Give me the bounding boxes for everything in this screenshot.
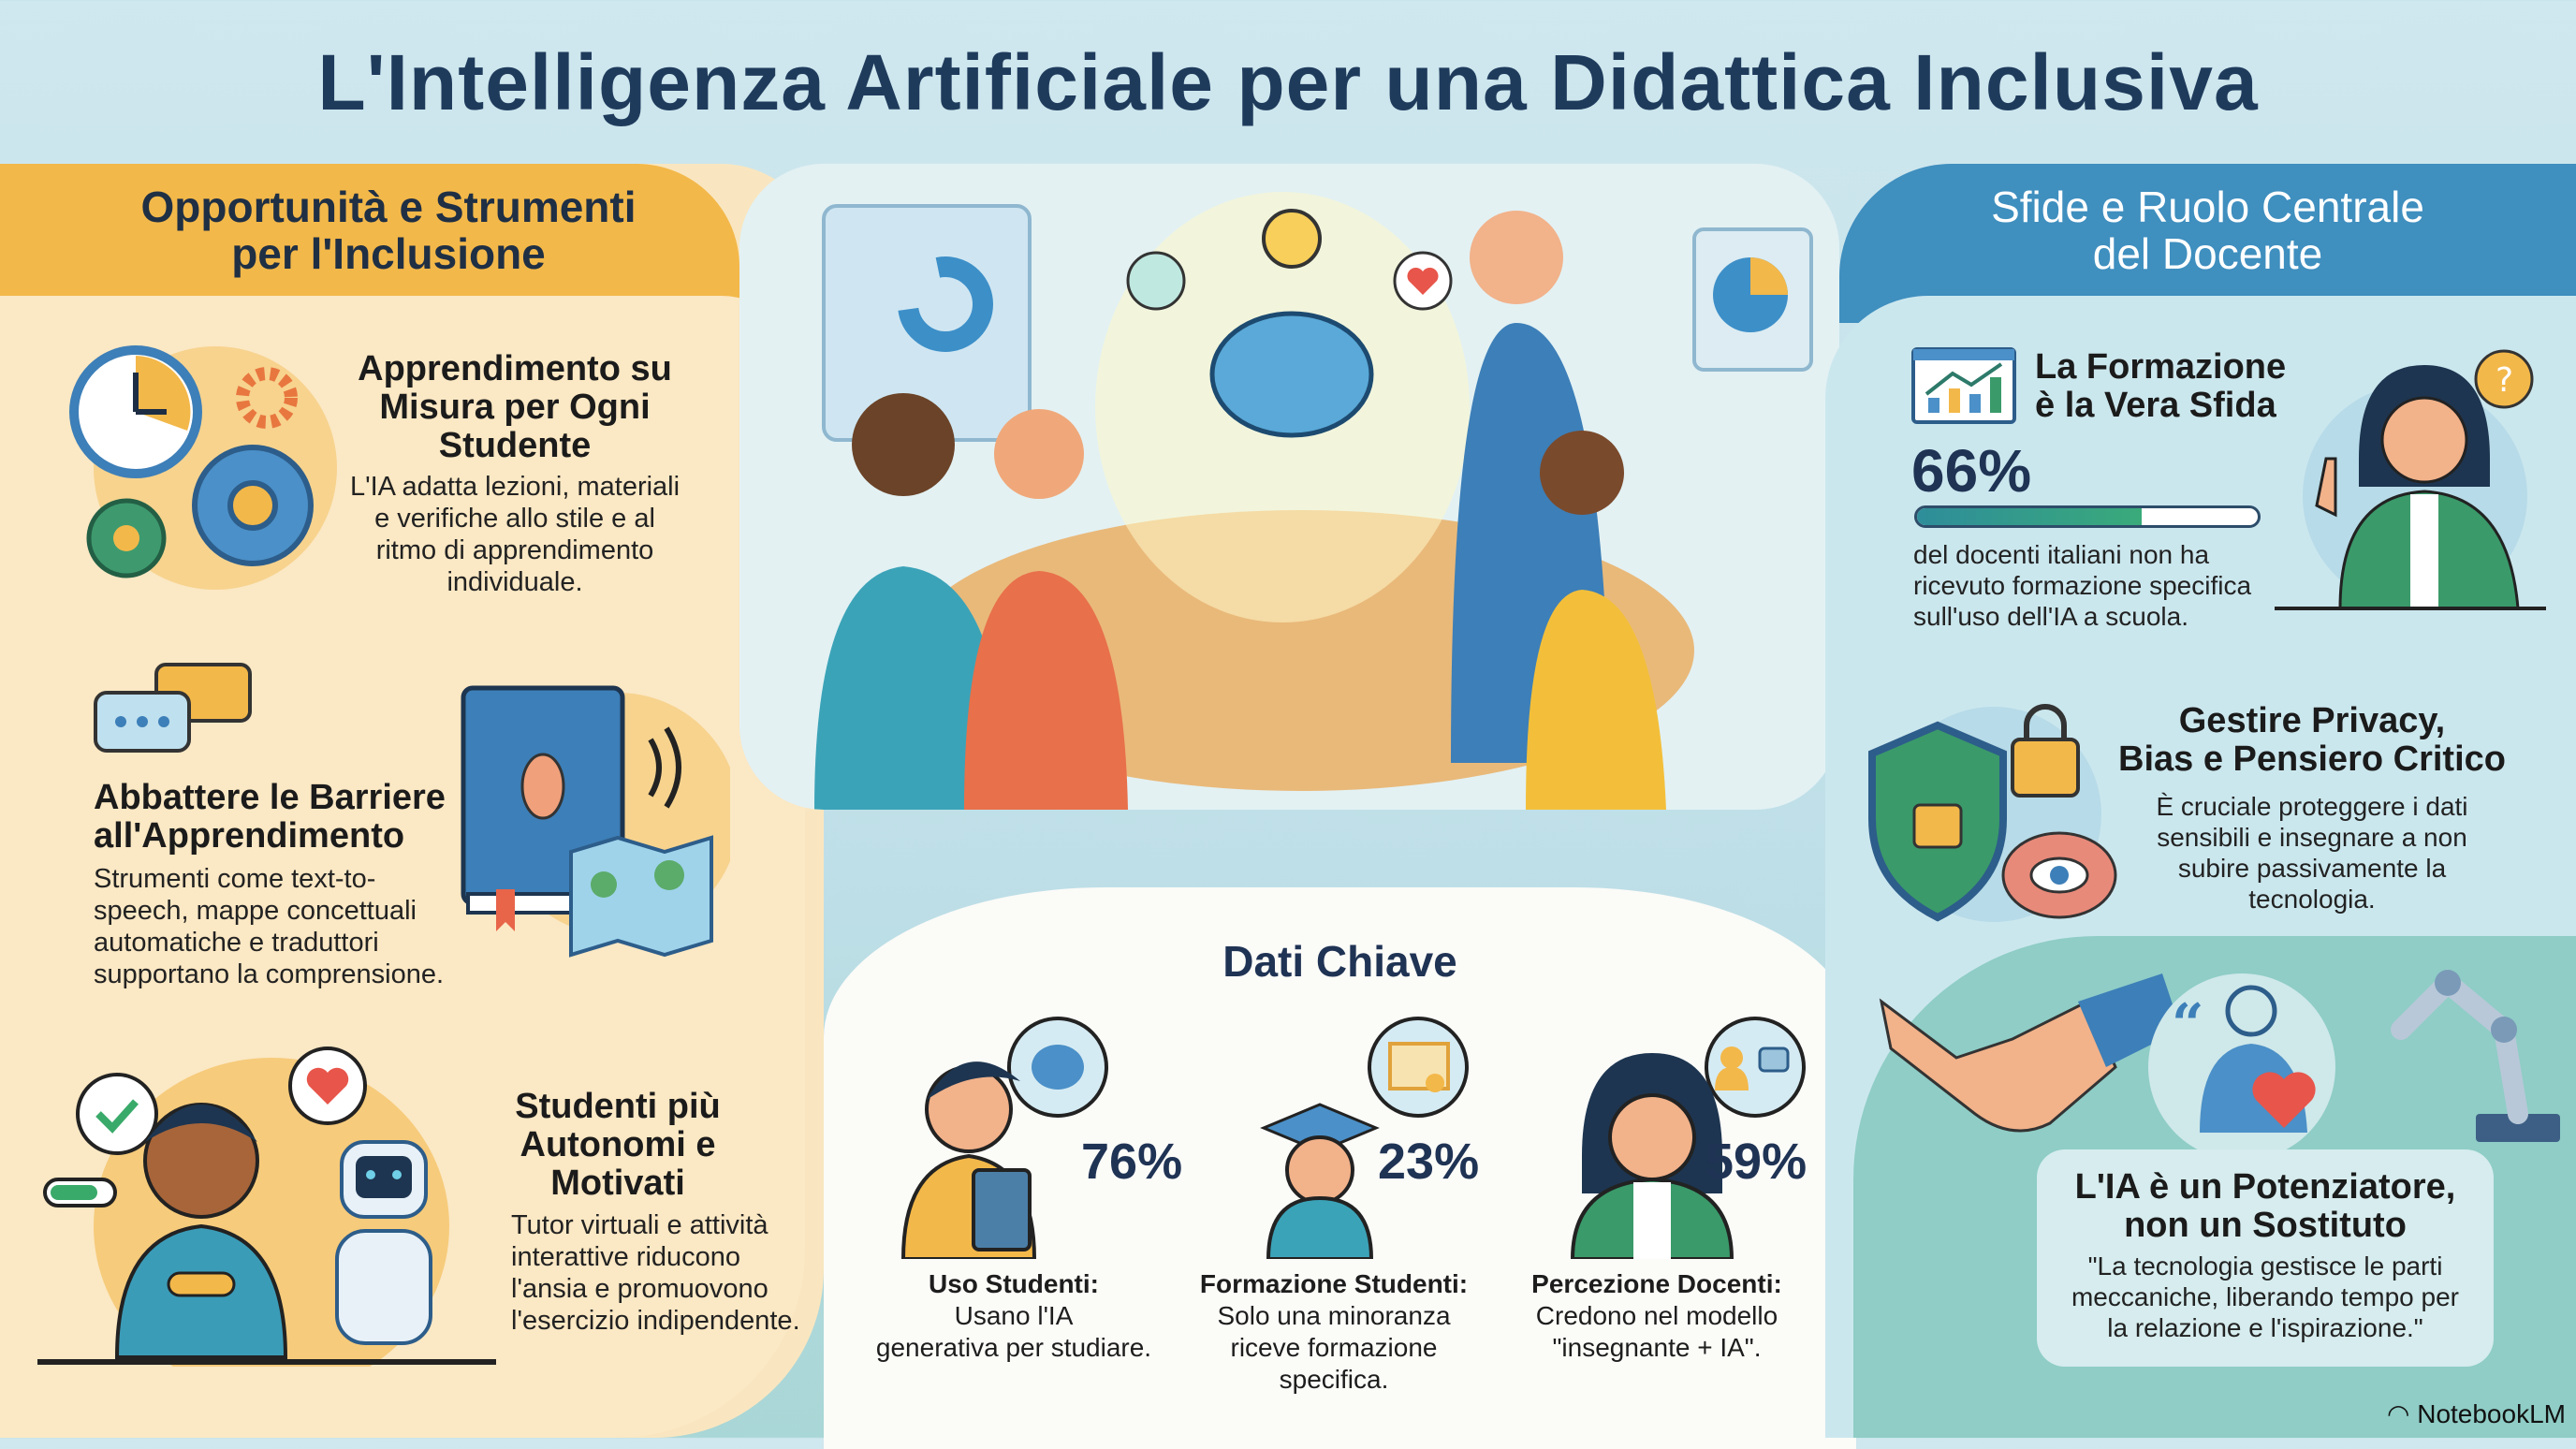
left-panel-header (0, 164, 739, 304)
body-line: L'IA adatta lezioni, materiali (349, 472, 681, 502)
notebooklm-logo-icon: ◠ (2387, 1399, 2418, 1428)
brand-text: NotebookLM (2417, 1399, 2566, 1428)
title-line: Misura per Ogni (379, 388, 651, 427)
body-line: supportano la comprensione. (94, 959, 445, 989)
key-data-title: Dati Chiave (1222, 937, 1457, 986)
chat-bubbles-icon (94, 663, 252, 753)
body-line: speech, mappe concettuali (94, 896, 417, 926)
title-line: non un Sostituto (2124, 1206, 2407, 1245)
left-heading: Opportunità e Strumenti per l'Inclusione (0, 183, 777, 277)
stat-label: Uso Studenti: (929, 1269, 1099, 1298)
page-title: L'Intelligenza Artificiale per una Didat… (317, 38, 2259, 126)
stat-value-student-training: 23% (1378, 1134, 1480, 1190)
classroom-illustration (739, 164, 1839, 810)
privacy-body: È cruciale proteggere i dati sensibili e… (2125, 791, 2499, 915)
body-line: subire passivamente la (2177, 854, 2447, 883)
enhancer-box (2037, 1149, 2494, 1367)
body-line: l'ansia e promuovono (511, 1274, 768, 1304)
body-line: sensibili e insegnare a non (2157, 823, 2467, 852)
stat-label-teacher-perception: Percezione Docenti: Credono nel modello … (1498, 1268, 1816, 1364)
stat-value-student-use: 76% (1081, 1134, 1183, 1190)
section-body-tailored: L'IA adatta lezioni, materiali e verific… (328, 471, 702, 598)
body-line: È cruciale proteggere i dati (2156, 792, 2468, 821)
section-title-autonomous: Studenti più Autonomi e Motivati (449, 1088, 786, 1203)
stat-body-line: "insegnante + IA". (1552, 1333, 1762, 1362)
stat-body-line: specifica. (1279, 1365, 1389, 1394)
stat-body-line: Solo una minoranza (1217, 1301, 1451, 1330)
stat-label-student-use: Uso Studenti: Usano l'IA generativa per … (855, 1268, 1173, 1364)
body-line: l'esercizio indipendente. (511, 1306, 800, 1336)
body-line: "La tecnologia gestisce le parti (2087, 1251, 2443, 1281)
body-line: tecnologia. (2248, 885, 2376, 914)
student-robot-icon (37, 1046, 496, 1367)
body-line: Tutor virtuali e attività (511, 1210, 768, 1240)
body-line: interattive riducono (511, 1242, 741, 1272)
title-line: Bias e Pensiero Critico (2118, 739, 2506, 779)
body-line: meccaniche, liberando tempo per (2071, 1282, 2459, 1311)
right-heading-line: Sfide e Ruolo Centrale (1991, 183, 2424, 231)
body-line: la relazione e l'ispirazione." (2107, 1313, 2423, 1342)
title-line: Studenti più (515, 1087, 721, 1126)
shield-lock-brain-icon (1868, 704, 2117, 922)
svg-text:“: “ (2172, 992, 2204, 1058)
stat-label: Formazione Studenti: (1199, 1269, 1469, 1298)
training-title: La Formazione è la Vera Sfida (2035, 348, 2286, 425)
handshake-heart-robot-arm-icon: “ (1879, 969, 2560, 1151)
enhancer-title: L'IA è un Potenziatore, non un Sostituto (2037, 1168, 2494, 1245)
body-line: individuale. (446, 567, 583, 597)
graduate-certificate-icon (1260, 1017, 1469, 1259)
left-heading-line: per l'Inclusione (231, 229, 546, 278)
title-line: Motivati (550, 1164, 685, 1203)
student-tablet-icon (900, 1017, 1108, 1259)
stat-label: Percezione Docenti: (1531, 1269, 1782, 1298)
training-percentage: 66% (1911, 437, 2032, 505)
notebooklm-brand: ◠ NotebookLM (2387, 1398, 2566, 1429)
title-line: L'IA è un Potenziatore, (2074, 1167, 2456, 1207)
section-body-autonomous: Tutor virtuali e attività interattive ri… (511, 1209, 829, 1337)
title-line: Gestire Privacy, (2178, 701, 2446, 740)
body-line: sull'uso dell'IA a scuola. (1913, 602, 2188, 631)
stat-body-line: Usano l'IA (954, 1301, 1074, 1330)
right-heading: Sfide e Ruolo Centrale del Docente (1839, 183, 2576, 277)
section-title-tailored: Apprendimento su Misura per Ogni Student… (337, 350, 693, 465)
left-heading-line: Opportunità e Strumenti (140, 183, 637, 231)
title-line: all'Apprendimento (94, 816, 405, 856)
right-heading-line: del Docente (2092, 229, 2323, 278)
stat-value-teacher-perception: 59% (1705, 1134, 1808, 1190)
stat-label-student-training: Formazione Studenti: Solo una minoranza … (1175, 1268, 1493, 1396)
title-line: La Formazione (2035, 347, 2287, 387)
clock-gears-icon (69, 345, 337, 590)
training-progress-fill (1917, 508, 2143, 525)
title-line: Apprendimento su (358, 349, 672, 388)
title-line: Autonomi e (520, 1125, 716, 1164)
section-body-barriers: Strumenti come text-to- speech, mappe co… (94, 863, 524, 990)
section-title-barriers: Abbattere le Barriere all'Apprendimento (94, 779, 524, 856)
training-progress-bar (1914, 505, 2261, 528)
title-line: Abbattere le Barriere (94, 778, 446, 817)
teacher-human-robot-icon (1570, 1017, 1806, 1259)
body-line: del docenti italiani non ha (1913, 540, 2210, 569)
enhancer-quote: "La tecnologia gestisce le parti meccani… (2037, 1251, 2494, 1343)
chart-board-icon (1911, 347, 2016, 424)
body-line: ricevuto formazione specifica (1913, 571, 2252, 600)
training-body: del docenti italiani non ha ricevuto for… (1913, 539, 2251, 632)
title-line: Studente (438, 426, 592, 465)
title-line: è la Vera Sfida (2035, 386, 2276, 425)
stat-body-line: riceve formazione (1230, 1333, 1438, 1362)
svg-text:?: ? (2496, 361, 2513, 400)
worried-teacher-icon: ? (2275, 349, 2546, 610)
stat-body-line: generativa per studiare. (875, 1333, 1152, 1362)
body-line: e verifiche allo stile e al (374, 504, 655, 534)
body-line: ritmo di apprendimento (375, 535, 654, 565)
body-line: automatiche e traduttori (94, 928, 379, 958)
stat-body-line: Credono nel modello (1535, 1301, 1778, 1330)
book-ear-map-icon (461, 685, 730, 958)
body-line: Strumenti come text-to- (94, 864, 376, 894)
privacy-title: Gestire Privacy, Bias e Pensiero Critico (2106, 702, 2518, 779)
